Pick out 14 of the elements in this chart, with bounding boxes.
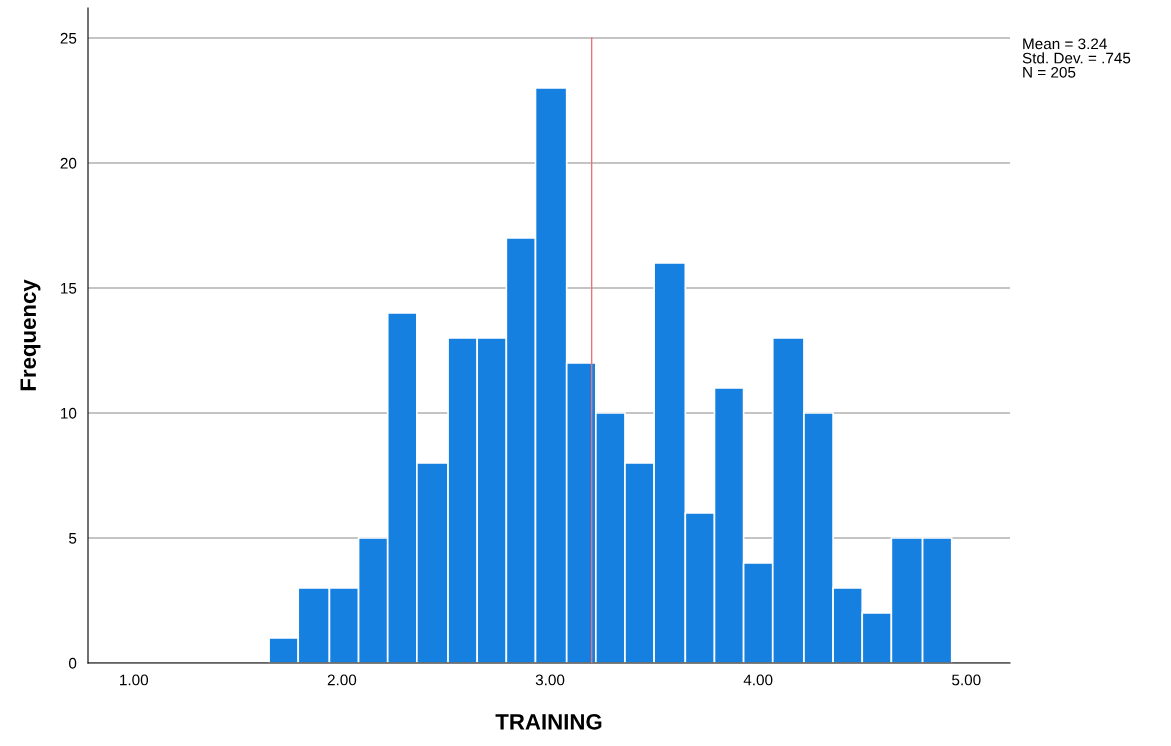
x-tick-label: 3.00 <box>535 674 565 686</box>
y-tick-label: 0 <box>68 657 77 669</box>
y-axis-title: Frequency <box>20 279 41 391</box>
x-tick-label: 5.00 <box>952 674 981 686</box>
x-axis-title: TRAINING <box>495 713 602 730</box>
x-tick-label: 4.00 <box>743 674 773 686</box>
y-tick-label: 25 <box>60 32 77 44</box>
y-tick-label: 10 <box>61 407 77 419</box>
x-tick-label: 2.00 <box>327 674 357 686</box>
y-tick-label: 15 <box>61 283 77 294</box>
text: Mean = 3.24 Std. Dev. = .745 N = 205 <box>1022 38 1131 78</box>
x-tick-label: 1.00 <box>120 674 149 686</box>
y-tick-label: 5 <box>69 533 77 544</box>
y-tick-label: 20 <box>60 157 77 169</box>
